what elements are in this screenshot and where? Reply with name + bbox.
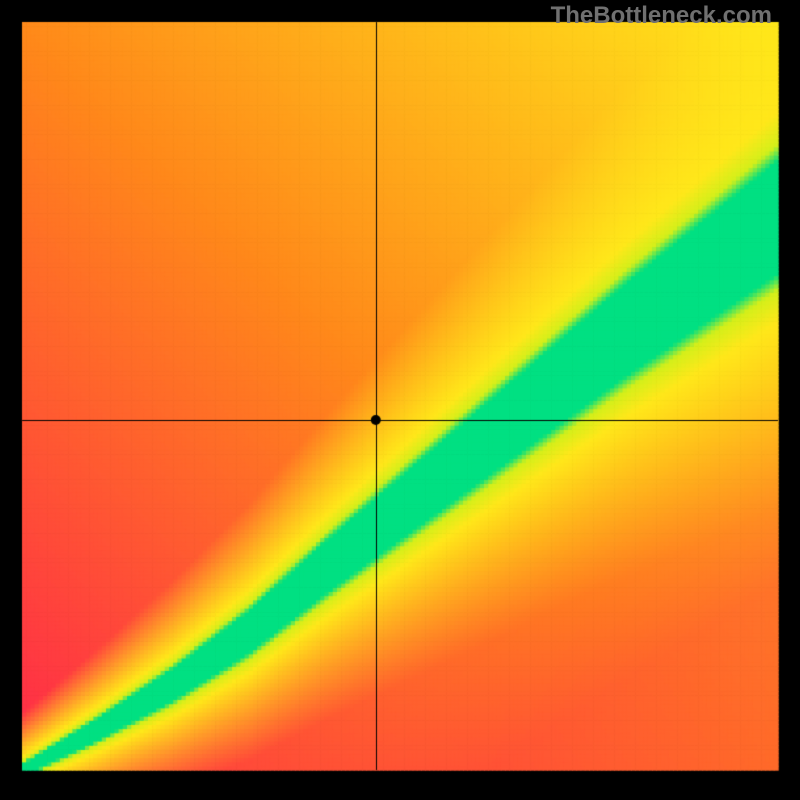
crosshair-overlay <box>0 0 800 800</box>
watermark-text: TheBottleneck.com <box>551 2 772 30</box>
chart-container: TheBottleneck.com <box>0 0 800 800</box>
